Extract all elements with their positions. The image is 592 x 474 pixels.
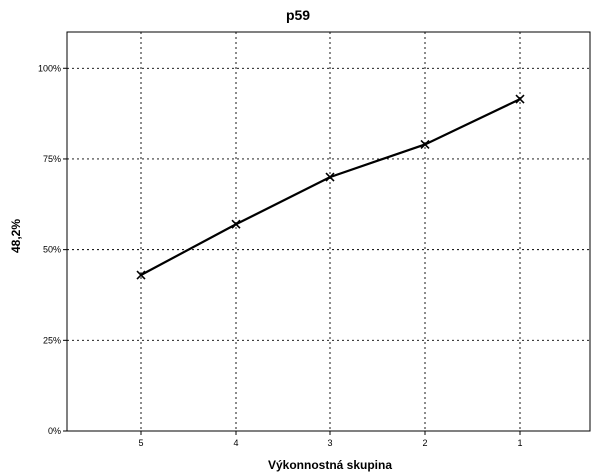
axis-ticks: 0% 25% 50% 75% 100% 5 4 3 2 1 [38, 63, 523, 448]
x-tick-label: 5 [138, 438, 143, 448]
marker-stroke [515, 94, 525, 104]
data-point-marker [136, 270, 146, 280]
y-tick-label: 25% [43, 335, 61, 345]
data-point-marker [515, 94, 525, 104]
marker-stroke [420, 139, 430, 150]
marker-stroke [231, 219, 241, 229]
x-tick-label: 4 [233, 438, 238, 448]
data-point-marker [231, 219, 241, 229]
marker-stroke [325, 172, 335, 182]
y-tick-label: 0% [48, 426, 61, 436]
y-tick-label: 100% [38, 63, 61, 73]
y-tick-label: 50% [43, 245, 61, 255]
plot-area-frame [66, 31, 591, 432]
grid [67, 32, 590, 431]
data-point-marker [325, 172, 335, 182]
series-line [140, 98, 521, 276]
x-tick-label: 2 [422, 438, 427, 448]
marker-stroke [136, 270, 146, 280]
x-tick-label: 3 [327, 438, 332, 448]
chart-title: p59 [286, 7, 310, 23]
series-layer [136, 94, 525, 280]
x-tick-label: 1 [517, 438, 522, 448]
x-axis-label: Výkonnostná skupina [268, 458, 392, 472]
y-tick-label: 75% [43, 154, 61, 164]
data-point-marker [420, 139, 430, 150]
y-axis-label: 48,2% [9, 219, 23, 253]
